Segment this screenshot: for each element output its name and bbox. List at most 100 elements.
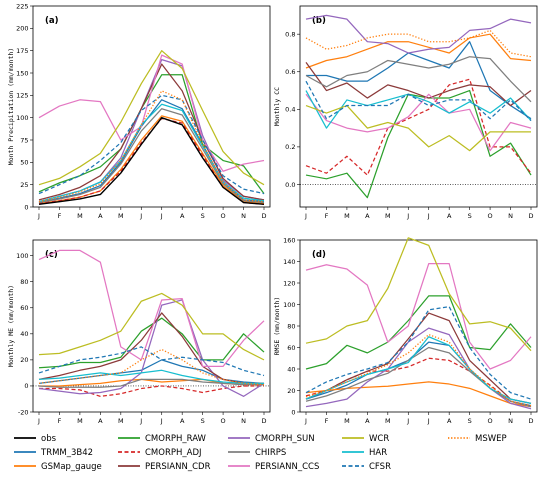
x-tick-label: N (241, 417, 246, 425)
series-line-trmm-3b42 (306, 41, 532, 120)
legend-label: PERSIANN_CCS (255, 462, 319, 472)
y-tick-label: -20 (18, 408, 29, 416)
x-tick-label: J (427, 417, 430, 425)
y-tick-label: 160 (283, 236, 295, 244)
series-line-chirps (305, 346, 532, 408)
y-tick-label: 0.8 (285, 30, 295, 38)
x-tick-label: J (406, 212, 409, 220)
legend-item: CMORPH_RAW (118, 434, 207, 444)
legend-label: TRMM_3B42 (40, 448, 93, 458)
x-tick-label: J (304, 212, 307, 220)
legend-label: GSMap_gauge (41, 462, 102, 472)
y-tick-label: 20 (287, 387, 295, 395)
y-tick-label: 25 (20, 181, 28, 189)
y-tick-label: 0.0 (285, 181, 295, 189)
legend-label: CHIRPS (255, 448, 286, 458)
legend-label: HAR (369, 448, 387, 458)
panel-3: -20 0 20 40 60 80 100 J F M A M J J A S O N D Monthly ME (m… (7, 239, 271, 425)
y-axis-label: Monthly CC (273, 87, 281, 126)
x-tick-label: N (508, 212, 513, 220)
x-tick-label: J (37, 212, 40, 220)
y-axis-label: Month Precipitation (mm/month) (7, 48, 15, 165)
x-tick-label: J (304, 417, 307, 425)
plot-frame (32, 5, 271, 208)
x-tick-label: N (508, 417, 513, 425)
x-tick-label: F (325, 212, 329, 220)
legend-item: CMORPH_SUN (228, 434, 315, 444)
y-tick-label: 0 (291, 408, 295, 416)
y-tick-label: 0.6 (285, 68, 295, 76)
x-tick-label: M (118, 417, 124, 425)
series-line-mswep (38, 90, 265, 203)
y-tick-label: 100 (16, 252, 28, 260)
y-tick-label: 125 (16, 92, 28, 100)
series-line-cfsr (38, 346, 265, 377)
y-tick-label: 60 (20, 304, 28, 312)
series-line-har (38, 369, 264, 384)
x-tick-label: S (468, 212, 472, 220)
series-line-har (38, 103, 265, 203)
series-line-cmorph-raw (305, 295, 532, 370)
series-line-cmorph-sun (305, 14, 532, 54)
y-tick-label: 100 (283, 301, 295, 309)
y-axis-label: RMSE (mm/month) (273, 297, 281, 356)
y-tick-label: 0.2 (285, 143, 295, 151)
legend: obs TRMM_3B42 GSMap_gauge CMORPH_RAW CMORPH_… (14, 434, 507, 472)
y-tick-label: 20 (20, 356, 28, 364)
y-tick-label: 140 (283, 258, 295, 266)
legend-item: CFSR (342, 462, 391, 472)
legend-item: WCR (342, 434, 389, 444)
x-tick-label: O (221, 417, 226, 425)
legend-item: GSMap_gauge (14, 462, 102, 472)
y-tick-label: 0.4 (285, 106, 295, 114)
x-tick-label: F (58, 417, 62, 425)
x-tick-label: D (528, 417, 533, 425)
series-line-cfsr (305, 80, 532, 122)
series-line-gsmap-gauge (305, 381, 532, 408)
x-tick-label: M (344, 212, 350, 220)
legend-item: TRMM_3B42 (14, 448, 93, 458)
legend-label: CMORPH_ADJ (145, 448, 202, 458)
x-tick-label: S (201, 212, 205, 220)
series-line-mswep (305, 29, 532, 58)
legend-item: obs (14, 434, 57, 444)
series-line-persiann-ccs (38, 54, 265, 172)
series-line-persiann-cdr (305, 312, 532, 405)
series-line-mswep (305, 333, 532, 407)
series-line-har (305, 336, 532, 405)
legend-item: PERSIANN_CCS (228, 462, 319, 472)
y-tick-label: 50 (20, 159, 28, 167)
legend-item: HAR (342, 448, 387, 458)
panel-4: 0 20 40 60 80 100 120 140 160 J F M A M J J A S O N D RMSE (m… (273, 236, 538, 425)
panel-1: 0 25 50 75 100 125 150 175 200 225 J F M A M J J A S O N D Mon… (7, 2, 271, 220)
panel-label: (b) (312, 16, 326, 26)
x-tick-label: A (98, 212, 103, 220)
series-line-persiann-ccs (38, 249, 265, 368)
x-tick-label: F (58, 212, 62, 220)
x-tick-label: A (447, 417, 452, 425)
x-tick-label: M (385, 212, 391, 220)
series-line-cfsr (305, 306, 532, 400)
x-tick-label: D (261, 417, 266, 425)
series-line-gsmap-gauge (38, 115, 265, 205)
series-line-persiann-cdr (38, 63, 265, 201)
x-tick-label: S (468, 417, 472, 425)
x-tick-label: A (98, 417, 103, 425)
legend-label: CMORPH_SUN (255, 434, 315, 444)
x-tick-label: F (325, 417, 329, 425)
series-line-chirps (38, 108, 265, 204)
x-tick-label: A (180, 212, 185, 220)
x-tick-label: M (77, 212, 83, 220)
series-line-chirps (305, 56, 532, 103)
x-tick-label: J (406, 417, 409, 425)
series-line-gsmap-gauge (305, 33, 532, 69)
y-tick-label: 175 (16, 47, 28, 55)
x-tick-label: J (139, 417, 142, 425)
series-line-cmorph-raw (305, 89, 532, 199)
series-line-persiann-ccs (305, 93, 532, 152)
y-tick-label: 0 (24, 382, 28, 390)
x-tick-label: J (139, 212, 142, 220)
x-tick-label: A (365, 212, 370, 220)
y-tick-label: 0 (24, 203, 28, 211)
